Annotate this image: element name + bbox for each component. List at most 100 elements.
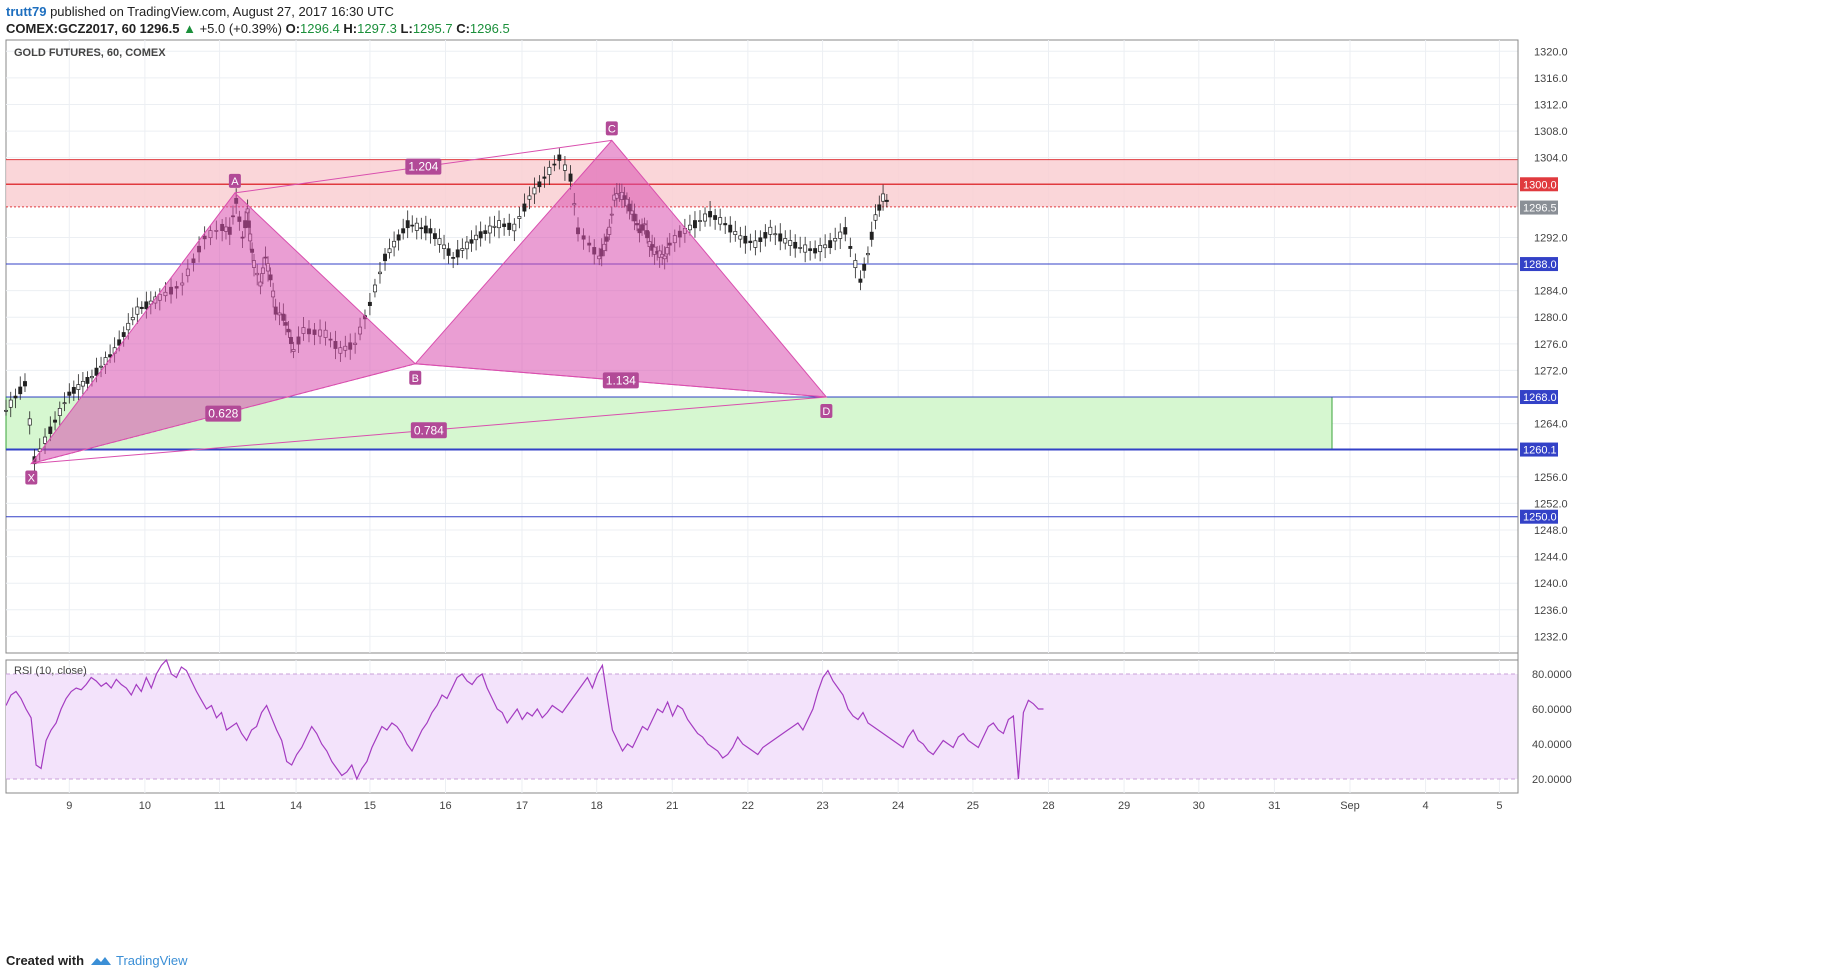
candle-body [808, 248, 813, 251]
candle-body [405, 220, 410, 229]
price-level-label: 1296.5 [1523, 203, 1557, 215]
candle-body [743, 235, 748, 244]
price-level-tag [1520, 442, 1558, 457]
candle-body [372, 284, 377, 293]
y-tick-label: 1256.0 [1534, 472, 1568, 484]
chart-header: trutt79 published on TradingView.com, Au… [6, 3, 510, 37]
price-level-tag [1520, 509, 1558, 524]
rsi-y-tick-label: 60.0000 [1532, 704, 1572, 716]
y-tick-label: 1280.0 [1534, 312, 1568, 324]
rsi-band [6, 674, 1518, 779]
candle-body [23, 381, 27, 387]
x-tick-label: 23 [816, 800, 828, 812]
candle-body [823, 244, 828, 249]
candle-body [76, 384, 81, 390]
close-value: 1296.5 [469, 21, 510, 36]
candle-body [783, 238, 788, 244]
high-value: 1297.3 [357, 21, 397, 36]
candle-body [562, 164, 567, 171]
candle-body [568, 173, 573, 182]
candle-body [117, 339, 122, 346]
candle-body [4, 409, 8, 412]
symbol-label: COMEX:GCZ2017, 60 [6, 21, 137, 36]
candle-body [99, 365, 103, 368]
y-tick-label: 1244.0 [1534, 552, 1568, 564]
y-tick-label: 1316.0 [1534, 73, 1568, 85]
candle-body [144, 301, 149, 310]
high-label: H: [343, 21, 358, 36]
rsi-title: RSI (10, close) [14, 665, 87, 677]
candle-body [437, 238, 442, 245]
candle-body [57, 408, 62, 416]
candle-body [8, 399, 13, 408]
published-text: published on TradingView.com, August 27,… [50, 4, 394, 19]
candle-body [135, 306, 140, 315]
candle-body [723, 223, 728, 226]
candle-body [703, 213, 707, 222]
y-tick-label: 1248.0 [1534, 525, 1568, 537]
candle-body [778, 233, 783, 242]
candle-body [557, 154, 562, 161]
candle-body [94, 367, 99, 376]
candle-body [798, 247, 803, 249]
y-tick-label: 1272.0 [1534, 365, 1568, 377]
price-level-tag [1520, 177, 1558, 192]
candle-body [139, 306, 144, 309]
y-tick-label: 1240.0 [1534, 578, 1568, 590]
pattern-point-label: X [28, 473, 36, 485]
candle-body [410, 224, 415, 227]
ratio-label: 1.134 [606, 373, 636, 387]
candle-body [387, 248, 392, 254]
ratio-tag [205, 405, 242, 422]
author-link[interactable]: trutt79 [6, 4, 47, 19]
candle-body [687, 224, 692, 231]
y-tick-label: 1320.0 [1534, 46, 1568, 58]
candle-body [423, 225, 428, 234]
y-tick-label: 1284.0 [1534, 286, 1568, 298]
x-tick-label: 22 [742, 800, 754, 812]
rsi-y-tick-label: 40.0000 [1532, 739, 1572, 751]
chart-title: GOLD FUTURES, 60, COMEX [14, 47, 166, 59]
ratio-label: 1.204 [408, 160, 438, 174]
tradingview-link[interactable]: TradingView [90, 953, 188, 968]
candle-body [532, 187, 537, 195]
tradingview-logo-icon [91, 956, 112, 965]
candle-body [67, 391, 72, 396]
candle-body [121, 332, 126, 337]
candle-body [130, 317, 135, 321]
candle-body [71, 387, 76, 394]
candle-body [378, 271, 382, 275]
candle-body [13, 395, 18, 399]
low-label: L: [400, 21, 413, 36]
candle-body [43, 436, 47, 444]
y-tick-label: 1276.0 [1534, 339, 1568, 351]
x-tick-label: 14 [290, 800, 302, 812]
rsi-y-tick-label: 80.0000 [1532, 669, 1572, 681]
candle-body [80, 381, 85, 387]
pattern-point-tag [605, 121, 618, 136]
resistance-zone [6, 159, 1518, 207]
pattern-point-label: D [822, 406, 830, 418]
candle-body [693, 220, 697, 229]
x-tick-label: 29 [1118, 800, 1130, 812]
candle-body [753, 240, 758, 248]
candle-body [396, 234, 401, 241]
pattern-point-label: B [412, 373, 419, 385]
close-label: C: [456, 21, 470, 36]
x-tick-label: 31 [1268, 800, 1280, 812]
candle-body [464, 241, 469, 250]
open-label: O: [285, 21, 301, 36]
candle-body [708, 211, 713, 218]
candle-body [478, 231, 483, 239]
candle-body [108, 354, 113, 358]
candle-body [126, 322, 131, 331]
candle-body [803, 244, 808, 253]
candle-body [542, 176, 547, 179]
pattern-point-label: C [608, 123, 616, 135]
x-tick-label: 25 [967, 800, 979, 812]
y-tick-label: 1308.0 [1534, 126, 1568, 138]
y-tick-label: 1312.0 [1534, 99, 1568, 111]
ratio-tag [410, 422, 447, 439]
candle-body [507, 222, 512, 230]
